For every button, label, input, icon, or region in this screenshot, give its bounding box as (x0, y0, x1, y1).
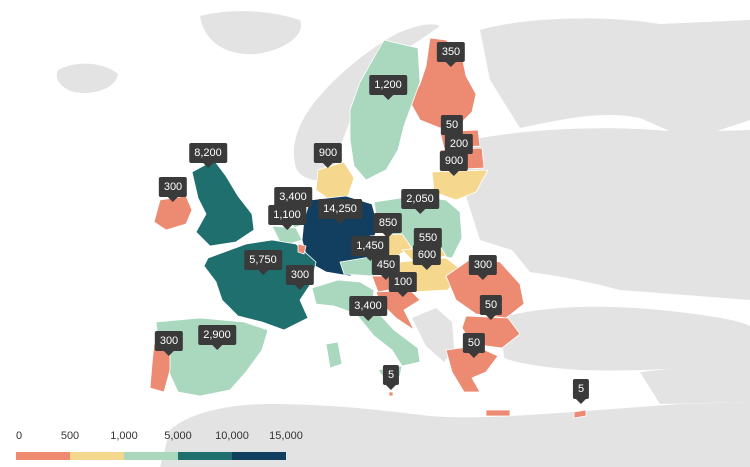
value-label-czechia: 850 (373, 213, 403, 238)
background-land (56, 11, 750, 467)
value-label-poland: 2,050 (401, 189, 439, 214)
land-greenland (200, 11, 302, 55)
country-luxembourg[interactable] (297, 243, 307, 255)
value-label-malta: 5 (382, 365, 400, 390)
value-label-belgium: 1,100 (268, 205, 306, 230)
value-label-cyprus: 5 (572, 379, 590, 404)
legend-tick: 0 (16, 430, 23, 442)
legend-swatch (178, 452, 232, 460)
land-east (466, 128, 750, 300)
legend-tick: 10,000 (215, 430, 249, 442)
country-lithuania[interactable] (431, 169, 489, 201)
country-crete[interactable] (485, 409, 511, 417)
value-label-romania: 300 (468, 255, 498, 280)
legend-tick: 500 (60, 430, 80, 442)
land-balkans-west (412, 308, 454, 362)
value-label-france: 5,750 (244, 250, 282, 275)
land-iceland (56, 63, 118, 94)
value-label-united-kingdom: 8,200 (189, 143, 227, 168)
value-label-hungary: 600 (412, 245, 442, 270)
value-label-portugal: 300 (154, 331, 184, 356)
country-malta[interactable] (388, 391, 394, 397)
value-label-slovenia: 450 (371, 255, 401, 280)
land-norway (293, 24, 440, 181)
value-label-ireland: 300 (158, 177, 188, 202)
legend-tick: 15,000 (269, 430, 303, 442)
value-label-germany: 14,250 (318, 199, 362, 224)
value-label-bulgaria: 50 (479, 295, 503, 320)
value-label-finland: 350 (436, 42, 466, 67)
color-legend: 0 500 1,000 5,000 10,000 15,000 (16, 430, 303, 460)
legend-swatch (70, 452, 124, 460)
legend-tick: 1,000 (110, 430, 138, 442)
country-italy[interactable] (311, 279, 421, 367)
value-label-estonia: 50 (440, 115, 464, 140)
value-label-lithuania: 900 (439, 151, 469, 176)
value-label-italy: 3,400 (349, 296, 387, 321)
country-sardinia[interactable] (325, 341, 343, 369)
legend-swatch (16, 452, 70, 460)
value-label-denmark: 900 (313, 143, 343, 168)
value-label-sweden: 1,200 (369, 75, 407, 100)
land-turkey (500, 306, 750, 371)
country-denmark[interactable] (315, 161, 355, 201)
country-france[interactable] (203, 239, 317, 331)
country-cyprus[interactable] (573, 409, 587, 419)
value-label-greece: 50 (462, 333, 486, 358)
legend-swatch (232, 452, 286, 460)
value-label-austria: 1,450 (351, 236, 389, 261)
legend-swatch (124, 452, 178, 460)
value-label-croatia: 100 (388, 272, 418, 297)
value-label-spain: 2,900 (198, 325, 236, 350)
land-north-africa (160, 402, 750, 467)
value-label-netherlands: 3,400 (274, 187, 312, 212)
legend-tick: 5,000 (164, 430, 192, 442)
country-uk[interactable] (191, 159, 255, 247)
land-middle-east (640, 360, 750, 404)
land-russia-north (480, 18, 750, 140)
value-label-luxembourg: 300 (285, 265, 315, 290)
